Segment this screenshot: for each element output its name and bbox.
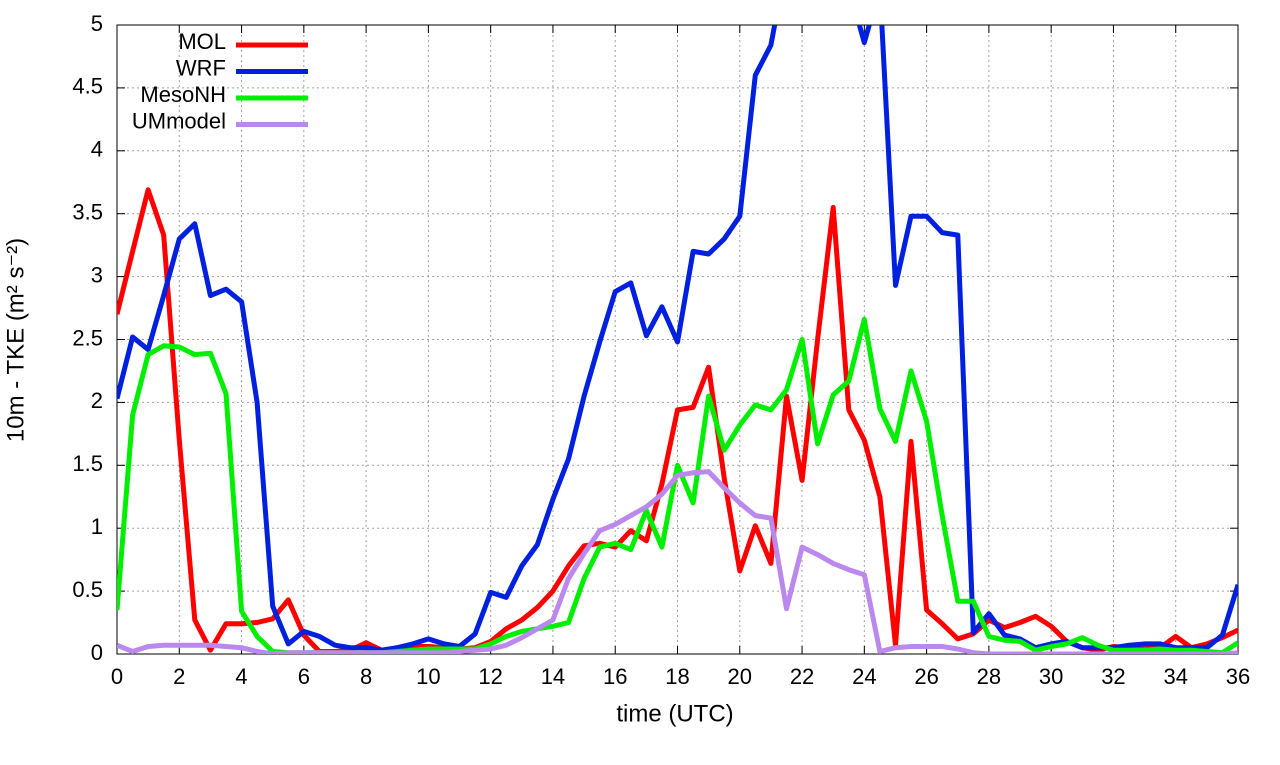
y-tick-label: 2.5 xyxy=(72,325,103,350)
x-tick-label: 12 xyxy=(478,664,502,689)
legend-label: MOL xyxy=(178,29,226,54)
y-tick-label: 3.5 xyxy=(72,200,103,225)
y-tick-label: 4 xyxy=(91,137,103,162)
y-tick-label: 5 xyxy=(91,11,103,36)
x-tick-label: 10 xyxy=(416,664,440,689)
x-tick-label: 24 xyxy=(852,664,876,689)
x-axis-label: time (UTC) xyxy=(616,700,733,727)
x-tick-label: 26 xyxy=(914,664,938,689)
y-axis-label: 10m - TKE (m² s⁻²) xyxy=(2,238,29,442)
y-tick-label: 3 xyxy=(91,262,103,287)
x-tick-label: 34 xyxy=(1163,664,1187,689)
x-tick-label: 14 xyxy=(541,664,565,689)
plot-border xyxy=(116,24,1239,655)
y-tick-label: 1 xyxy=(91,514,103,539)
series-line xyxy=(117,25,1238,653)
x-tick-label: 36 xyxy=(1226,664,1250,689)
x-tick-label: 30 xyxy=(1039,664,1063,689)
y-tick-label: 1.5 xyxy=(72,451,103,476)
legend-label: MesoNH xyxy=(140,82,226,107)
y-tick-label: 0.5 xyxy=(72,577,103,602)
x-tick-label: 8 xyxy=(360,664,372,689)
series-line xyxy=(117,469,1238,654)
plot-area xyxy=(117,25,1238,654)
legend-label: UMmodel xyxy=(132,108,226,133)
x-tick-label: 2 xyxy=(173,664,185,689)
y-tick-label: 4.5 xyxy=(72,74,103,99)
series-line xyxy=(117,187,1238,654)
legend-label: WRF xyxy=(176,55,226,80)
x-tick-label: 22 xyxy=(790,664,814,689)
y-tick-label: 2 xyxy=(91,388,103,413)
y-tick-label: 0 xyxy=(91,640,103,665)
x-tick-label: 0 xyxy=(111,664,123,689)
x-tick-label: 18 xyxy=(665,664,689,689)
x-tick-label: 6 xyxy=(298,664,310,689)
x-tick-label: 32 xyxy=(1101,664,1125,689)
x-tick-label: 16 xyxy=(603,664,627,689)
x-tick-label: 28 xyxy=(977,664,1001,689)
x-tick-label: 20 xyxy=(728,664,752,689)
x-tick-label: 4 xyxy=(235,664,247,689)
